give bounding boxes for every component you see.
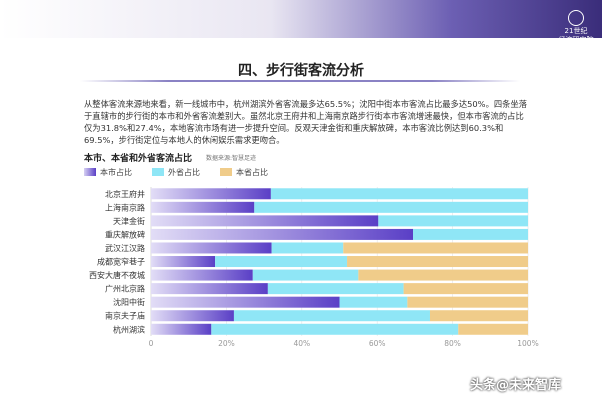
logo-text-line1: 21世纪 — [564, 27, 588, 35]
bar-segment — [151, 296, 340, 308]
x-tick-label: 80% — [444, 339, 461, 348]
x-tick-label: 60% — [369, 339, 386, 348]
logo-emblem-icon — [568, 10, 584, 26]
bar-segment — [267, 283, 404, 295]
bar-segment — [151, 201, 255, 213]
bar-segment — [358, 269, 528, 281]
category-label: 上海南京路 — [105, 202, 145, 212]
header-banner — [0, 0, 602, 38]
category-label: 南京夫子庙 — [105, 311, 145, 321]
logo-text-line2: 经济研究院 — [558, 36, 594, 44]
bar-segment — [347, 256, 528, 268]
bar-segment — [151, 323, 212, 335]
category-label: 成都宽窄巷子 — [97, 257, 145, 267]
chart-x-tick-labels: 0 20% 40% 60% 80% 100% — [149, 339, 539, 348]
bar-segment — [151, 283, 268, 295]
bar-segment — [403, 283, 528, 295]
bar-segment — [233, 310, 430, 322]
category-label: 北京王府井 — [105, 189, 145, 199]
category-label: 武汉江汉路 — [105, 243, 145, 253]
legend-label-other-province: 外省占比 — [168, 168, 200, 177]
x-tick-label: 100% — [517, 339, 538, 348]
bar-segment — [458, 323, 528, 335]
title-divider — [80, 80, 520, 82]
legend-label-local: 本市占比 — [100, 168, 132, 177]
bar-segment — [413, 228, 528, 240]
legend-label-same-province: 本省占比 — [236, 168, 268, 177]
category-label: 杭州湖滨 — [113, 324, 145, 334]
bar-segment — [215, 256, 348, 268]
bar-segment — [151, 242, 272, 254]
bar-segment — [339, 296, 408, 308]
bar-segment — [429, 310, 528, 322]
chart-bars — [151, 188, 528, 335]
chart-category-labels: 北京王府井上海南京路天津金街重庆解放碑武汉江汉路成都宽窄巷子西安大唐不夜城广州北… — [89, 189, 145, 335]
analysis-paragraph: 从整体客流来源地来看，新一线城市中，杭州湖滨外省客流最多达65.5%；沈阳中街本… — [84, 99, 528, 145]
bar-segment — [252, 269, 359, 281]
x-tick-label: 20% — [218, 339, 235, 348]
x-tick-label: 40% — [293, 339, 310, 348]
legend-swatch-other-province — [152, 168, 164, 176]
bar-segment — [151, 188, 271, 200]
page-title: 四、步行街客流分析 — [238, 63, 364, 79]
publisher-logo: 21世纪 经济研究院 — [556, 10, 596, 44]
chart-source-note: 数据来源:智慧足迹 — [206, 155, 257, 162]
stacked-bar-chart: 北京王府井上海南京路天津金街重庆解放碑武汉江汉路成都宽窄巷子西安大唐不夜城广州北… — [89, 187, 539, 348]
bar-segment — [151, 228, 414, 240]
bar-segment — [211, 323, 459, 335]
legend-item-local: 本市占比 — [84, 167, 132, 178]
legend-swatch-local — [84, 168, 96, 176]
bar-segment — [151, 215, 379, 227]
category-label: 天津金街 — [113, 216, 145, 226]
chart-title: 本市、本省和外省客流占比 — [84, 154, 193, 164]
category-label: 广州北京路 — [105, 284, 145, 294]
legend-item-same-province: 本省占比 — [220, 167, 268, 178]
bar-segment — [270, 188, 528, 200]
bar-segment — [151, 256, 216, 268]
category-label: 西安大唐不夜城 — [89, 270, 145, 280]
bar-segment — [343, 242, 528, 254]
category-label: 沈阳中街 — [113, 297, 145, 307]
bar-segment — [378, 215, 528, 227]
x-tick-label: 0 — [149, 339, 154, 348]
bar-segment — [151, 310, 234, 322]
bar-segment — [271, 242, 344, 254]
bar-segment — [151, 269, 253, 281]
bar-segment — [254, 201, 528, 213]
watermark: 头条@未来智库 — [470, 378, 562, 393]
legend-swatch-same-province — [220, 168, 232, 176]
category-label: 重庆解放碑 — [105, 229, 145, 239]
bar-segment — [407, 296, 528, 308]
legend-item-other-province: 外省占比 — [152, 167, 200, 178]
